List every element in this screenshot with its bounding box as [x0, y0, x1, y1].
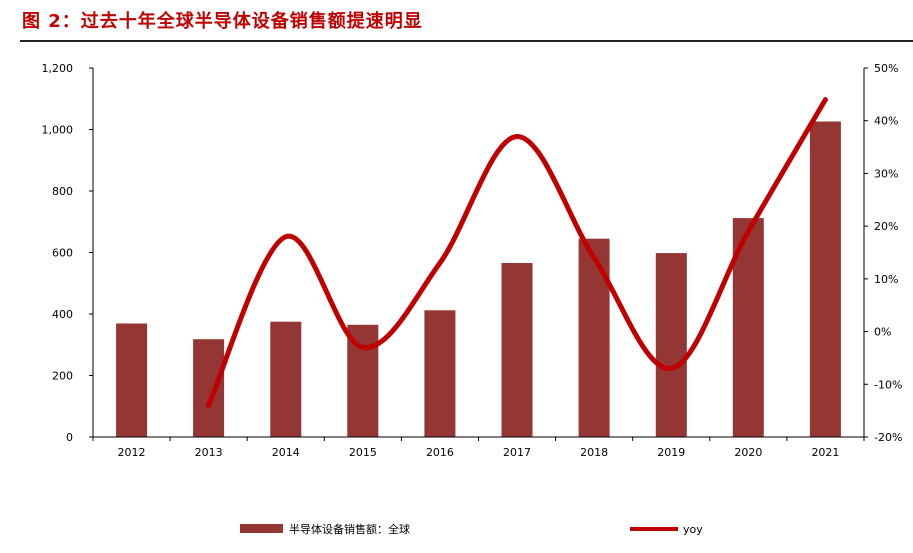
x-tick-label: 2013	[195, 446, 223, 459]
yoy-point-2021	[823, 97, 828, 102]
bar-2013	[193, 339, 225, 437]
y-right-tick-label: -10%	[874, 378, 902, 391]
line-series	[206, 97, 828, 408]
yoy-point-2013	[206, 403, 211, 408]
y-left-tick-label: 600	[52, 247, 73, 260]
y-right-tick-label: 10%	[874, 273, 898, 286]
bar-2016	[424, 310, 456, 437]
x-tick-label: 2012	[118, 446, 146, 459]
y-left-tick-label: 1,200	[42, 62, 74, 75]
bar-2014	[270, 321, 302, 437]
x-tick-label: 2016	[426, 446, 454, 459]
yoy-point-2020	[746, 229, 751, 234]
figure-title: 图 2：过去十年全球半导体设备销售额提速明显	[22, 11, 423, 32]
y-right-tick-label: 30%	[874, 167, 898, 180]
legend-label-line: yoy	[683, 523, 703, 536]
legend-swatch-bar	[240, 524, 283, 533]
bar-2018	[578, 238, 610, 437]
yoy-point-2015	[360, 345, 365, 350]
axes: 0 200 400 600 800 1,000 1,200 -20% -10% 0% 10% 20% 3…	[42, 62, 903, 459]
y-right-tick-label: 50%	[874, 62, 898, 75]
y-left-tick-label: 200	[52, 370, 73, 383]
bar-2019	[655, 253, 687, 437]
yoy-point-2019	[669, 366, 674, 371]
yoy-point-2014	[283, 234, 288, 239]
x-tick-label: 2017	[503, 446, 531, 459]
bar-2012	[116, 323, 148, 437]
title-divider	[20, 40, 913, 42]
legend-label-bar: 半导体设备销售额：全球	[289, 522, 410, 536]
y-right-tick-label: 20%	[874, 220, 898, 233]
bar-2017	[501, 263, 533, 437]
yoy-point-2016	[437, 261, 442, 266]
legend: 半导体设备销售额：全球 yoy	[240, 522, 703, 536]
bar-2021	[809, 121, 841, 437]
x-tick-label: 2014	[272, 446, 300, 459]
y-left-tick-label: 800	[52, 185, 73, 198]
x-tick-label: 2021	[811, 446, 839, 459]
y-right-tick-label: 0%	[874, 326, 891, 339]
bar-series	[116, 121, 841, 437]
y-right-tick-label: 40%	[874, 115, 898, 128]
x-tick-label: 2018	[580, 446, 608, 459]
y-left-tick-label: 0	[66, 431, 73, 444]
yoy-line	[206, 97, 828, 408]
y-left-tick-label: 400	[52, 308, 73, 321]
yoy-point-2018	[592, 255, 597, 260]
yoy-point-2017	[515, 134, 520, 139]
x-tick-label: 2015	[349, 446, 377, 459]
y-left-tick-label: 1,000	[42, 124, 74, 137]
x-tick-label: 2020	[734, 446, 762, 459]
x-tick-label: 2019	[657, 446, 685, 459]
y-right-tick-label: -20%	[874, 431, 902, 444]
